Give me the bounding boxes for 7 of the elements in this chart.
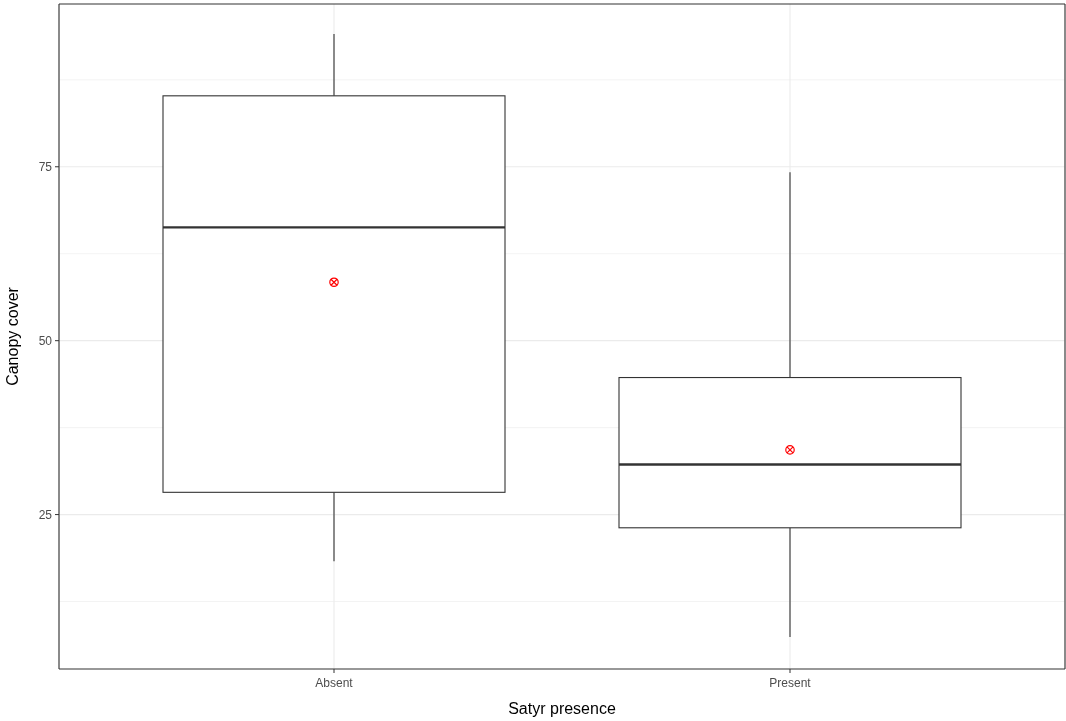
- y-tick-label: 50: [38, 333, 53, 348]
- x-tick-label: Present: [769, 675, 812, 690]
- x-axis-title: Satyr presence: [508, 700, 616, 717]
- x-tick-label: Absent: [315, 675, 354, 690]
- y-tick-label: 25: [38, 507, 53, 522]
- y-axis-title: Canopy cover: [3, 286, 21, 386]
- y-tick-label: 75: [38, 160, 53, 175]
